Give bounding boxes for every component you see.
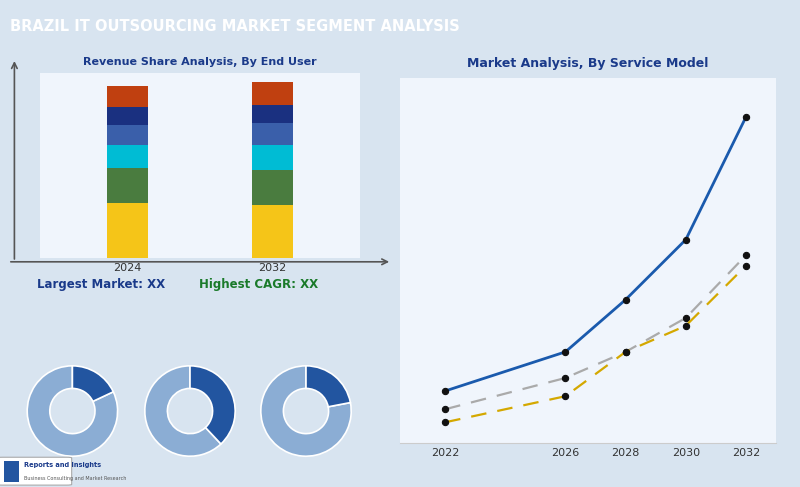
Text: Largest Market: XX: Largest Market: XX <box>37 279 166 291</box>
Bar <box>107 203 148 258</box>
Bar <box>107 125 148 145</box>
Bar <box>252 123 293 145</box>
Bar <box>107 107 148 125</box>
FancyBboxPatch shape <box>0 457 72 485</box>
Wedge shape <box>190 366 235 444</box>
Wedge shape <box>73 366 114 401</box>
Wedge shape <box>306 366 350 407</box>
Wedge shape <box>145 366 221 456</box>
Wedge shape <box>261 366 351 456</box>
Bar <box>107 86 148 107</box>
Bar <box>252 105 293 123</box>
Bar <box>252 205 293 258</box>
Title: Market Analysis, By Service Model: Market Analysis, By Service Model <box>467 57 709 70</box>
Bar <box>107 145 148 168</box>
Bar <box>107 168 148 203</box>
Text: BRAZIL IT OUTSOURCING MARKET SEGMENT ANALYSIS: BRAZIL IT OUTSOURCING MARKET SEGMENT ANA… <box>10 19 459 34</box>
Bar <box>252 170 293 205</box>
Text: Highest CAGR: XX: Highest CAGR: XX <box>199 279 318 291</box>
Text: Business Consulting and Market Research: Business Consulting and Market Research <box>24 476 126 481</box>
Wedge shape <box>27 366 118 456</box>
Bar <box>252 82 293 105</box>
Bar <box>252 145 293 170</box>
FancyBboxPatch shape <box>4 461 19 482</box>
Text: Reports and Insights: Reports and Insights <box>24 462 102 468</box>
Title: Revenue Share Analysis, By End User: Revenue Share Analysis, By End User <box>83 56 317 67</box>
